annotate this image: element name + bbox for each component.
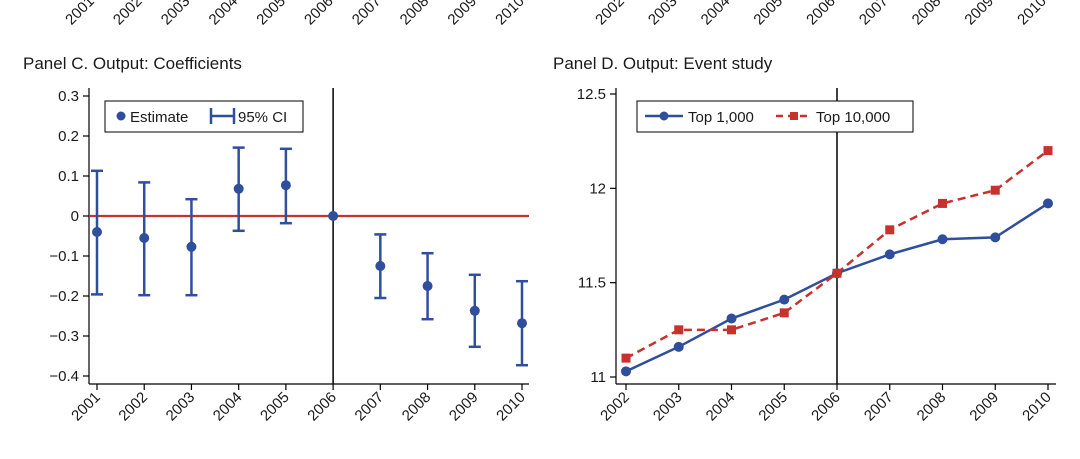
panel-c-estimate-point-2002: [139, 233, 150, 243]
top-strip-right-year-2008: 2008: [909, 0, 945, 28]
legend-top10000-marker: [790, 112, 798, 120]
panel-d-series-0-point-2008: [937, 234, 948, 245]
panel-d-x-tick-label: 2009: [966, 389, 1002, 425]
panel-d-legend: Top 1,000 Top 10,000: [636, 100, 914, 133]
panel-c-estimate-point-2004: [233, 183, 244, 194]
panel-d-series-1-point-2010: [1043, 146, 1053, 156]
panel-c-estimate-point-2003: [186, 241, 197, 252]
top-strip-cropped-axis-labels: 2001 2002 2003 2004 2005 2006 2007 2008 2009 2010…: [62, 0, 1050, 28]
top-strip-left-year-2010: 2010: [492, 0, 528, 28]
panel-c-x-tick-label: 2008: [399, 389, 435, 425]
panel-c-x-tick-label: 2010: [493, 389, 529, 425]
panel-c-y-tick-label: −0.4: [49, 368, 79, 385]
top-strip-right-year-2004: 2004: [698, 0, 734, 28]
legend-estimate-label: Estimate: [130, 109, 188, 126]
panel-d-series-0-point-2002: [621, 366, 631, 377]
panel-d-x-tick-label: 2005: [755, 389, 791, 425]
legend-ci-marker: [209, 108, 236, 124]
panel-d-series-1-point-2008: [938, 198, 947, 208]
panel-d-series-0-point-2009: [990, 232, 1001, 243]
panel-c-legend-box: [104, 100, 304, 133]
panel-c-y-tick-label: 0.3: [58, 88, 79, 105]
panel-d-series-0-point-2010: [1043, 198, 1053, 209]
panel-c-x-tick-label: 2003: [163, 389, 199, 425]
panel-c-coefficients-chart: Panel C. Output: Coefficients 0.30.20.10…: [23, 54, 529, 424]
panel-d-x-tick-label: 2003: [650, 389, 686, 425]
panel-d-series-0-point-2005: [779, 294, 790, 305]
panel-d-x-tick-label: 2002: [597, 389, 633, 425]
top-strip-left-year-2002: 2002: [110, 0, 146, 28]
panel-c-y-tick-label: −0.3: [49, 328, 79, 345]
panel-d-series-1-point-2004: [727, 325, 736, 335]
panel-d-x-tick-label: 2010: [1019, 389, 1055, 425]
panel-c-estimate-point-2007: [375, 261, 386, 271]
panel-d-event-study-chart: Panel D. Output: Event study 12.51211.51…: [553, 54, 1056, 424]
top-strip-right-year-2006: 2006: [803, 0, 839, 28]
panel-d-x-tick-label: 2008: [914, 389, 950, 425]
top-strip-right-year-2003: 2003: [645, 0, 681, 28]
top-strip-right-year-2005: 2005: [750, 0, 786, 28]
panel-c-y-tick-label: −0.2: [49, 288, 79, 305]
panel-c-y-tick-label: 0: [71, 208, 79, 225]
panel-c-y-tick-label: 0.2: [58, 128, 79, 145]
panel-c-y-tick-label: −0.1: [49, 248, 79, 265]
panel-d-y-tick-label: 12: [589, 180, 606, 197]
legend-top1000-marker: [659, 111, 669, 121]
top-strip-left-year-2004: 2004: [206, 0, 242, 28]
panel-c-title: Panel C. Output: Coefficients: [23, 54, 242, 73]
top-strip-left-year-2006: 2006: [301, 0, 337, 28]
top-strip-left-year-2007: 2007: [349, 0, 385, 28]
panel-c-x-tick-label: 2004: [210, 389, 246, 425]
panel-d-series-1-point-2009: [990, 185, 1000, 195]
legend-top1000-label: Top 1,000: [688, 109, 754, 126]
panel-c-estimate-point-2008: [422, 281, 433, 291]
panel-d-x-tick-label: 2004: [703, 389, 739, 425]
panel-c-estimate-point-2005: [280, 180, 291, 191]
top-strip-right-year-2002: 2002: [592, 0, 628, 28]
panel-d-x-tick-label: 2007: [861, 389, 897, 425]
top-strip-right-year-2007: 2007: [856, 0, 892, 28]
panel-c-estimate-point-2006: [328, 211, 339, 221]
top-strip-left-year-2003: 2003: [158, 0, 194, 28]
panel-c-y-tick-label: 0.1: [58, 168, 79, 185]
panel-d-series-0-point-2004: [726, 313, 737, 324]
panel-d-plot-area: 12.5 12 11.5 11 2002 2003 2004 2005 2006 2007 2008…: [577, 86, 1056, 424]
top-strip-right-year-2009: 2009: [961, 0, 997, 28]
top-strip-left-year-2005: 2005: [253, 0, 289, 28]
panel-d-x-tick-label: 2006: [808, 389, 844, 425]
panel-d-series-0-point-2007: [884, 249, 895, 260]
panel-d-series-1-point-2006: [832, 268, 842, 278]
panel-d-series-1-point-2002: [621, 353, 631, 363]
top-strip-left-year-2001: 2001: [62, 0, 98, 28]
panel-d-series-1-point-2005: [779, 308, 789, 318]
panel-c-estimate-point-2010: [517, 318, 527, 329]
panel-d-y-tick-label: 12.5: [577, 86, 606, 103]
panel-c-estimate-point-2009: [469, 305, 480, 316]
top-strip-left-year-2008: 2008: [397, 0, 433, 28]
top-strip-left-year-2009: 2009: [444, 0, 480, 28]
panel-d-y-tick-label: 11.5: [578, 275, 606, 292]
panel-c-x-tick-label: 2009: [446, 389, 482, 425]
panel-d-series-line-1: [625, 149, 1049, 360]
panel-c-legend: Estimate 95% CI: [104, 100, 304, 133]
panel-d-y-tick-label: 11: [590, 369, 606, 386]
legend-top10000-label: Top 10,000: [816, 109, 890, 126]
panel-d-series-0-point-2003: [673, 341, 684, 352]
panel-d-series-1-point-2007: [885, 225, 895, 235]
panel-c-x-tick-label: 2007: [352, 389, 388, 425]
top-strip-right-year-2010: 2010: [1014, 0, 1050, 28]
legend-ci-label: 95% CI: [238, 109, 287, 126]
panel-c-x-tick-label: 2006: [304, 389, 340, 425]
panel-c-plot-area: 0.3 0.2 0.1 0 −0.1 −0.2 −0.3 −0.4 2001 2002 2003 20…: [49, 88, 529, 424]
panel-d-series-1-point-2003: [674, 325, 684, 335]
legend-estimate-marker: [116, 111, 126, 121]
panel-d-title: Panel D. Output: Event study: [553, 54, 773, 73]
panel-c-x-tick-label: 2001: [68, 389, 104, 425]
panel-c-x-tick-label: 2005: [257, 389, 293, 425]
panel-c-x-tick-label: 2002: [115, 389, 151, 425]
panel-c-estimate-point-2001: [92, 227, 102, 237]
